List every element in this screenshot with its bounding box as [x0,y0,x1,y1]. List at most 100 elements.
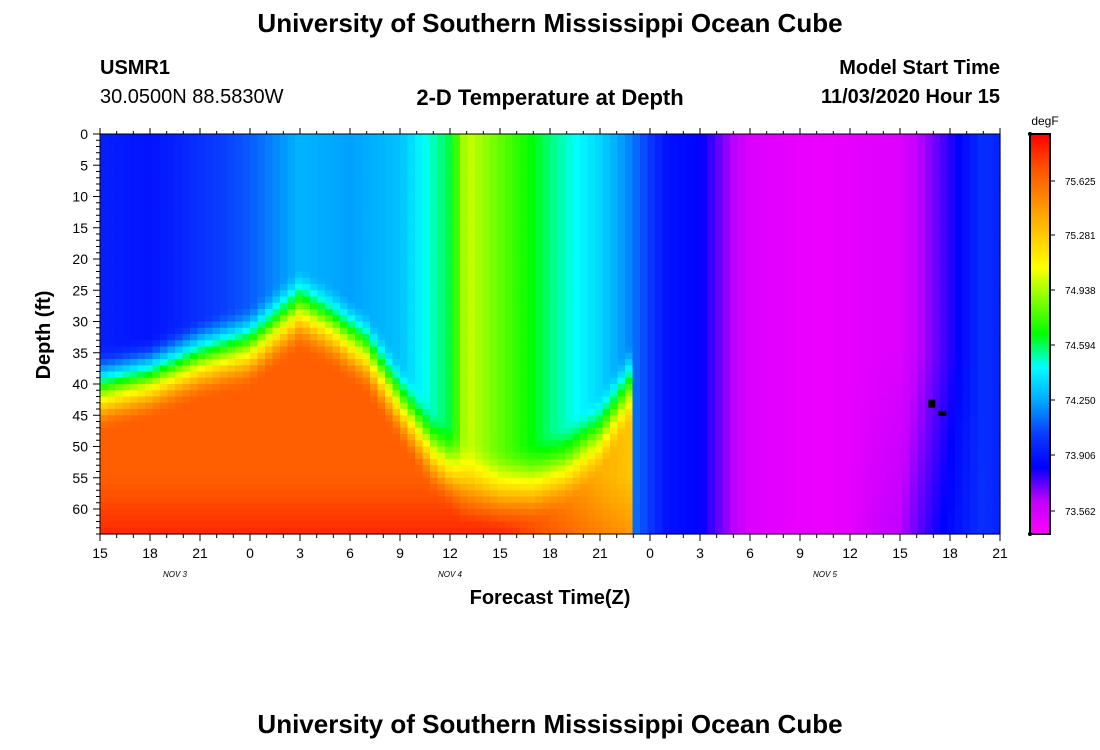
heatmap-cell [332,134,341,141]
heatmap-cell [115,146,124,154]
heatmap-cell [865,146,874,154]
heatmap-cell [265,140,274,148]
heatmap-cell [302,334,311,341]
heatmap-cell [205,234,214,241]
heatmap-cell [872,215,881,223]
heatmap-cell [730,340,739,348]
heatmap-cell [197,390,206,398]
heatmap-cell [775,165,784,173]
heatmap-cell [415,346,424,354]
heatmap-cell [640,165,649,173]
heatmap-cell [265,302,274,310]
heatmap-cell [400,240,409,248]
heatmap-cell [385,277,394,285]
heatmap-cell [782,234,791,241]
heatmap-cell [475,221,484,229]
heatmap-cell [317,315,326,323]
heatmap-cell [205,352,214,360]
heatmap-cell [400,134,409,141]
heatmap-cell [332,277,341,285]
heatmap-cell [317,271,326,279]
heatmap-cell [415,290,424,298]
heatmap-cell [160,359,169,366]
heatmap-cell [992,190,1001,198]
heatmap-cell [107,196,116,204]
heatmap-cell [910,159,919,166]
heatmap-cell [475,315,484,323]
heatmap-cell [497,259,506,266]
heatmap-cell [340,309,349,316]
heatmap-cell [527,171,536,179]
heatmap-cell [475,140,484,148]
heatmap-cell [602,302,611,310]
heatmap-cell [865,296,874,304]
heatmap-cell [797,134,806,141]
heatmap-cell [347,202,356,210]
heatmap-cell [580,265,589,273]
heatmap-cell [152,302,161,310]
heatmap-cell [377,359,386,366]
heatmap-cell [707,209,716,216]
heatmap-cell [700,146,709,154]
heatmap-cell [752,359,761,366]
heatmap-cell [730,321,739,329]
heatmap-cell [902,296,911,304]
heatmap-cell [940,296,949,304]
heatmap-cell [932,134,941,141]
heatmap-cell [595,359,604,366]
heatmap-cell [827,365,836,373]
heatmap-cell [265,234,274,241]
heatmap-cell [797,346,806,354]
heatmap-cell [167,240,176,248]
heatmap-cell [970,277,979,285]
heatmap-cell [775,365,784,373]
heatmap-cell [872,190,881,198]
heatmap-cell [932,321,941,329]
heatmap-cell [895,377,904,385]
heatmap-cell [557,252,566,260]
heatmap-cell [182,321,191,329]
heatmap-cell [340,390,349,398]
heatmap-cell [302,259,311,266]
heatmap-cell [325,202,334,210]
heatmap-cell [512,240,521,248]
heatmap-cell [227,202,236,210]
heatmap-cell [610,384,619,391]
heatmap-cell [722,271,731,279]
heatmap-cell [775,384,784,391]
heatmap-cell [430,146,439,154]
heatmap-cell [827,340,836,348]
heatmap-cell [115,371,124,379]
heatmap-cell [512,309,521,316]
heatmap-cell [182,327,191,335]
heatmap-cell [542,234,551,241]
heatmap-cell [715,259,724,266]
heatmap-cell [467,346,476,354]
heatmap-cell [400,346,409,354]
heatmap-cell [662,352,671,360]
heatmap-cell [190,165,199,173]
heatmap-cell [422,215,431,223]
heatmap-cell [857,252,866,260]
heatmap-cell [167,159,176,166]
heatmap-cell [752,165,761,173]
heatmap-cell [415,309,424,316]
heatmap-cell [145,209,154,216]
heatmap-cell [160,302,169,310]
heatmap-cell [250,371,259,379]
heatmap-cell [730,365,739,373]
heatmap-cell [677,227,686,235]
heatmap-cell [587,277,596,285]
heatmap-cell [302,202,311,210]
heatmap-cell [985,134,994,141]
heatmap-cell [692,315,701,323]
heatmap-cell [730,334,739,341]
heatmap-cell [872,352,881,360]
heatmap-cell [385,234,394,241]
heatmap-cell [655,359,664,366]
heatmap-cell [985,259,994,266]
heatmap-cell [392,152,401,160]
heatmap-cell [850,321,859,329]
heatmap-cell [790,365,799,373]
